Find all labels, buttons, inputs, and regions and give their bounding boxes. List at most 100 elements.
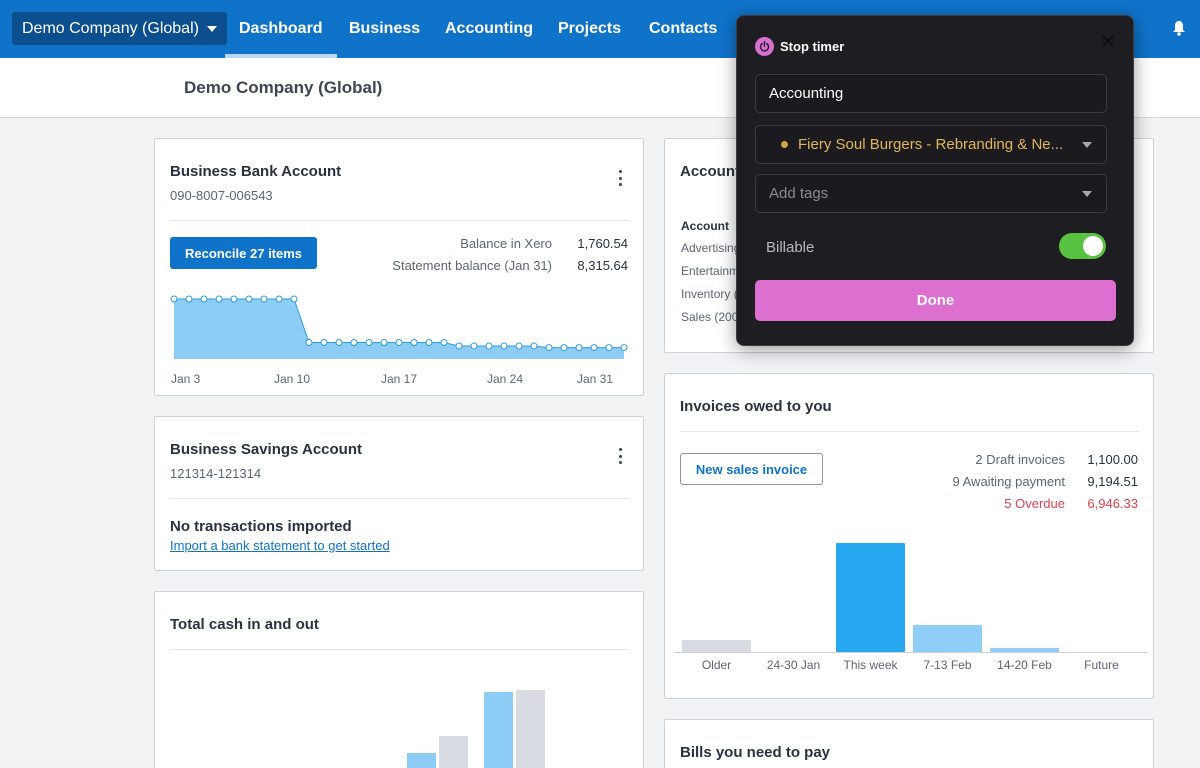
bank-account-card: Business Bank Account 090-8007-006543 Re… — [154, 138, 644, 396]
cash-in-out-card: Total cash in and out — [154, 591, 644, 768]
billable-label: Billable — [766, 239, 815, 256]
balance-point — [245, 295, 253, 303]
account-row[interactable]: Sales (200 — [681, 310, 739, 324]
new-sales-invoice-button[interactable]: New sales invoice — [680, 453, 823, 485]
org-switcher[interactable]: Demo Company (Global) — [12, 12, 227, 45]
import-statement-link[interactable]: Import a bank statement to get started — [170, 538, 390, 553]
x-tick-label: 7-13 Feb — [923, 658, 972, 672]
account-watchlist-title[interactable]: Account — [680, 163, 740, 180]
power-icon[interactable] — [755, 37, 774, 56]
balance-point — [545, 344, 553, 352]
divider — [680, 431, 1139, 432]
bank-account-title[interactable]: Business Bank Account — [170, 163, 342, 180]
timer-header: Stop timer — [755, 37, 844, 56]
balance-point — [275, 295, 283, 303]
tab-contacts[interactable]: Contacts — [649, 20, 718, 37]
savings-account-number: 121314-121314 — [170, 466, 262, 481]
balance-point — [290, 295, 298, 303]
org-switcher-label: Demo Company (Global) — [22, 19, 199, 37]
divider — [170, 498, 629, 499]
caret-down-icon — [206, 25, 217, 32]
balance-point — [605, 344, 613, 352]
stop-timer-label: Stop timer — [780, 39, 845, 54]
project-select-value: Fiery Soul Burgers - Rebranding & Ne... — [798, 136, 1064, 153]
balance-point — [200, 295, 208, 303]
balance-point — [530, 342, 538, 350]
kebab-menu-icon[interactable] — [619, 448, 623, 464]
account-column-header: Account — [681, 219, 729, 233]
invoice-bar[interactable] — [913, 624, 982, 652]
account-row[interactable]: Entertainm — [681, 264, 740, 278]
invoices-title[interactable]: Invoices owed to you — [680, 398, 832, 415]
timer-description-value: Accounting — [769, 85, 844, 102]
no-transactions-heading: No transactions imported — [170, 518, 352, 535]
balance-point — [560, 344, 568, 352]
balance-xero-label: Balance in Xero — [460, 236, 552, 251]
statement-balance-value: 8,315.64 — [577, 258, 628, 273]
balance-point — [395, 338, 403, 346]
balance-point — [365, 338, 373, 346]
cash-out-bar[interactable] — [516, 690, 545, 768]
x-tick-label: Future — [1084, 658, 1119, 672]
chevron-down-icon — [1082, 142, 1092, 148]
invoice-bar[interactable] — [836, 543, 905, 652]
tab-projects[interactable]: Projects — [558, 20, 622, 37]
awaiting-payment-value: 9,194.51 — [1087, 474, 1138, 489]
cash-in-bar[interactable] — [484, 692, 513, 768]
overdue-link[interactable]: 5 Overdue — [1004, 496, 1065, 511]
tab-business[interactable]: Business — [349, 20, 421, 37]
balance-point — [590, 344, 598, 352]
draft-invoices-link[interactable]: 2 Draft invoices — [975, 452, 1065, 467]
tab-dashboard[interactable]: Dashboard — [225, 0, 337, 58]
account-row[interactable]: Advertising — [681, 241, 741, 255]
balance-point — [215, 295, 223, 303]
cash-out-bar[interactable] — [439, 736, 468, 768]
cash-in-out-title[interactable]: Total cash in and out — [170, 616, 319, 633]
x-tick-label: Jan 17 — [381, 372, 418, 386]
x-tick-label: This week — [843, 658, 898, 672]
cash-in-bar[interactable] — [407, 753, 436, 768]
balance-point — [350, 338, 358, 346]
timer-description-input[interactable]: Accounting — [755, 74, 1107, 113]
kebab-menu-icon[interactable] — [619, 170, 623, 186]
tags-select[interactable]: Add tags — [755, 174, 1107, 213]
balance-point — [335, 338, 343, 346]
savings-account-title[interactable]: Business Savings Account — [170, 441, 362, 458]
balance-point — [185, 295, 193, 303]
close-icon[interactable] — [1101, 34, 1115, 48]
done-button[interactable]: Done — [755, 280, 1116, 321]
divider — [170, 220, 629, 221]
invoice-bar[interactable] — [990, 647, 1059, 652]
savings-account-card: Business Savings Account 121314-121314 N… — [154, 416, 644, 571]
invoice-bar[interactable] — [682, 640, 751, 652]
billable-toggle[interactable] — [1059, 233, 1106, 259]
tags-placeholder: Add tags — [769, 185, 829, 202]
bills-card: Bills you need to pay — [664, 719, 1154, 768]
toggle-knob — [1083, 236, 1103, 256]
draft-invoices-value: 1,100.00 — [1087, 452, 1138, 467]
bank-account-number: 090-8007-006543 — [170, 188, 273, 203]
balance-point — [500, 342, 508, 350]
account-row[interactable]: Inventory ( — [681, 287, 738, 301]
balance-xero-value: 1,760.54 — [577, 236, 628, 251]
balance-point — [260, 295, 268, 303]
x-tick-label: Jan 3 — [171, 372, 201, 386]
divider — [170, 649, 629, 650]
balance-point — [305, 338, 313, 346]
awaiting-payment-link[interactable]: 9 Awaiting payment — [952, 474, 1066, 489]
chevron-down-icon — [1082, 191, 1092, 197]
x-tick-label: 24-30 Jan — [766, 658, 821, 672]
balance-point — [410, 338, 418, 346]
balance-point — [515, 342, 523, 350]
balance-point — [425, 338, 433, 346]
bills-title[interactable]: Bills you need to pay — [680, 744, 831, 761]
balance-point — [320, 338, 328, 346]
bell-icon[interactable] — [1172, 20, 1186, 36]
timer-popup: Stop timer Accounting Fiery Soul Burgers… — [736, 15, 1134, 346]
bank-balance-chart — [170, 295, 628, 359]
tab-accounting[interactable]: Accounting — [445, 20, 533, 37]
balance-point — [485, 342, 493, 350]
balance-point — [380, 338, 388, 346]
reconcile-button[interactable]: Reconcile 27 items — [170, 237, 317, 269]
project-select[interactable]: Fiery Soul Burgers - Rebranding & Ne... — [755, 125, 1107, 164]
